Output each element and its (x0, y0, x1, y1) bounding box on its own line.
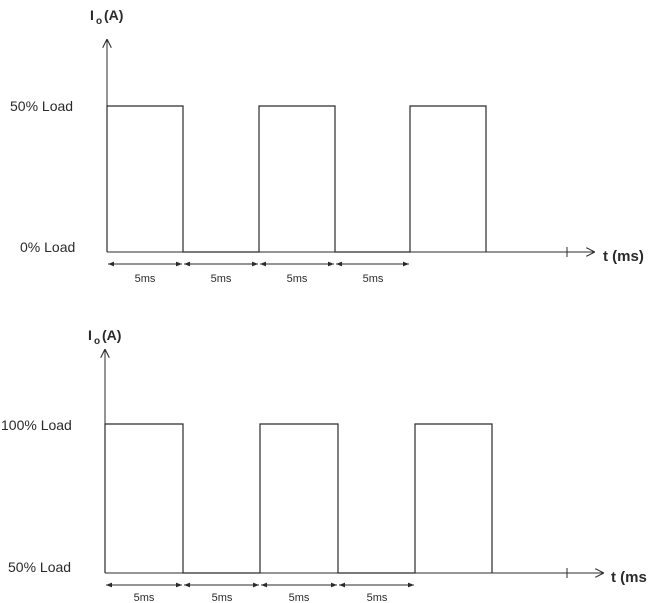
low-level-label-top: 0% Load (20, 239, 75, 255)
interval-label-top-4: 5ms (363, 273, 384, 285)
diagram-bottom: I o (A) 100% Load 50% Load t (ms 5ms 5ms… (1, 327, 647, 603)
interval-label-bottom-3: 5ms (289, 592, 310, 603)
interval-label-top-2: 5ms (211, 273, 232, 285)
diagram-top: I o (A) 50% Load 0% Load t (ms) 5ms 5ms … (10, 7, 644, 285)
interval-label-bottom-4: 5ms (367, 592, 388, 603)
y-axis-unit-bottom: (A) (102, 327, 121, 343)
interval-label-bottom-1: 5ms (134, 592, 155, 603)
high-level-label-top: 50% Load (10, 98, 73, 114)
x-axis-label-top: t (ms) (603, 248, 644, 265)
low-level-label-bottom: 50% Load (8, 559, 71, 575)
high-level-label-bottom: 100% Load (1, 417, 72, 433)
y-axis-unit-top: (A) (104, 7, 123, 23)
interval-label-top-1: 5ms (135, 273, 156, 285)
y-axis-label-bottom: I (88, 327, 92, 343)
pulse-waveform-bottom (104, 423, 493, 574)
x-axis-label-bottom: t (ms (611, 569, 647, 586)
interval-label-bottom-2: 5ms (212, 592, 233, 603)
pulse-waveform-top (106, 105, 487, 253)
interval-label-top-3: 5ms (287, 273, 308, 285)
y-axis-label-top: I (90, 7, 94, 23)
y-axis-subscript-top: o (96, 16, 102, 27)
y-axis-subscript-bottom: o (94, 336, 100, 347)
